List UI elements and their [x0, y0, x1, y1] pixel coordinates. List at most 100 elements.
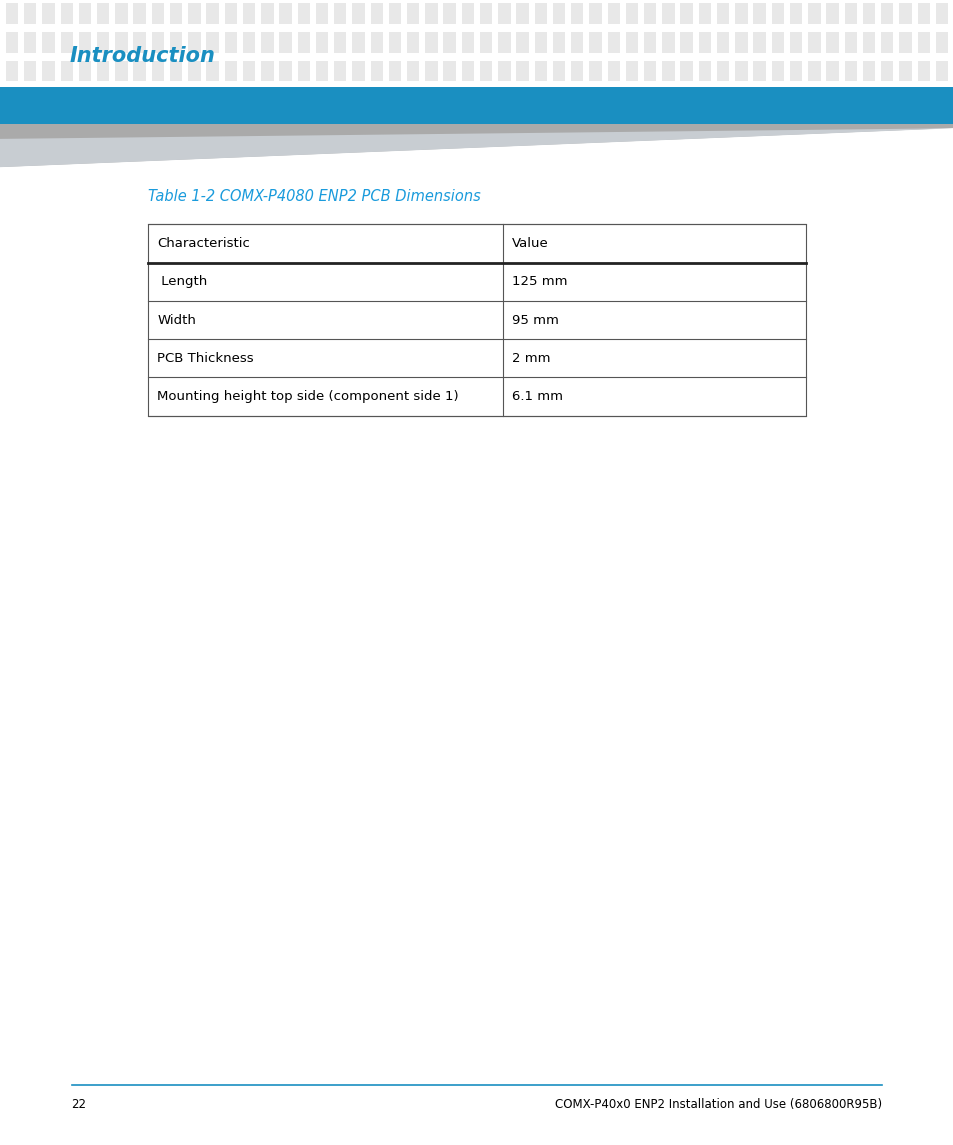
- Bar: [188, 32, 200, 53]
- Bar: [148, 224, 805, 416]
- Bar: [243, 61, 255, 81]
- Text: 125 mm: 125 mm: [512, 275, 567, 289]
- Bar: [479, 32, 492, 53]
- Bar: [935, 61, 947, 81]
- Text: Introduction: Introduction: [70, 46, 215, 66]
- Bar: [133, 32, 146, 53]
- Bar: [717, 3, 729, 24]
- Bar: [261, 61, 274, 81]
- Polygon shape: [0, 124, 953, 167]
- Bar: [407, 3, 419, 24]
- Bar: [899, 61, 911, 81]
- Bar: [79, 32, 91, 53]
- Bar: [388, 61, 400, 81]
- Bar: [60, 32, 72, 53]
- Bar: [388, 3, 400, 24]
- Bar: [115, 32, 128, 53]
- Bar: [862, 61, 874, 81]
- Bar: [79, 3, 91, 24]
- Bar: [899, 32, 911, 53]
- Bar: [807, 3, 820, 24]
- Bar: [352, 3, 364, 24]
- Bar: [825, 3, 838, 24]
- Bar: [571, 61, 583, 81]
- Bar: [297, 3, 310, 24]
- Bar: [24, 61, 36, 81]
- Bar: [115, 3, 128, 24]
- Bar: [425, 61, 437, 81]
- Bar: [334, 61, 346, 81]
- Bar: [443, 61, 456, 81]
- Bar: [315, 61, 328, 81]
- Bar: [843, 32, 856, 53]
- Bar: [807, 32, 820, 53]
- Bar: [899, 3, 911, 24]
- Bar: [571, 3, 583, 24]
- Bar: [625, 61, 638, 81]
- Bar: [661, 3, 674, 24]
- Bar: [479, 3, 492, 24]
- Bar: [279, 3, 292, 24]
- Bar: [825, 61, 838, 81]
- Bar: [679, 32, 692, 53]
- Bar: [571, 32, 583, 53]
- Bar: [60, 3, 72, 24]
- Bar: [753, 32, 765, 53]
- Bar: [698, 61, 710, 81]
- Bar: [735, 3, 747, 24]
- Bar: [279, 32, 292, 53]
- Bar: [643, 3, 656, 24]
- Bar: [935, 3, 947, 24]
- Bar: [206, 32, 218, 53]
- Bar: [388, 32, 400, 53]
- Bar: [516, 3, 528, 24]
- Bar: [553, 32, 565, 53]
- Bar: [42, 61, 54, 81]
- Bar: [516, 61, 528, 81]
- Bar: [370, 61, 382, 81]
- Bar: [717, 61, 729, 81]
- Bar: [698, 3, 710, 24]
- Bar: [152, 32, 164, 53]
- Bar: [625, 3, 638, 24]
- Bar: [24, 32, 36, 53]
- Text: 6.1 mm: 6.1 mm: [512, 390, 562, 403]
- Bar: [935, 32, 947, 53]
- Bar: [789, 32, 801, 53]
- Bar: [315, 3, 328, 24]
- Bar: [60, 61, 72, 81]
- Bar: [6, 32, 18, 53]
- Bar: [862, 3, 874, 24]
- Bar: [133, 61, 146, 81]
- Bar: [243, 32, 255, 53]
- Bar: [188, 3, 200, 24]
- Bar: [206, 3, 218, 24]
- Bar: [97, 32, 110, 53]
- Bar: [661, 61, 674, 81]
- Bar: [881, 3, 893, 24]
- Bar: [443, 3, 456, 24]
- Bar: [753, 61, 765, 81]
- Bar: [152, 61, 164, 81]
- Bar: [917, 61, 929, 81]
- Bar: [553, 3, 565, 24]
- Bar: [661, 32, 674, 53]
- Bar: [589, 32, 601, 53]
- Bar: [224, 3, 236, 24]
- Bar: [352, 32, 364, 53]
- Bar: [717, 32, 729, 53]
- Polygon shape: [0, 128, 953, 167]
- Bar: [589, 61, 601, 81]
- Bar: [315, 32, 328, 53]
- Bar: [425, 32, 437, 53]
- Bar: [643, 61, 656, 81]
- Text: Length: Length: [157, 275, 208, 289]
- Bar: [461, 61, 474, 81]
- Bar: [261, 3, 274, 24]
- Bar: [789, 3, 801, 24]
- Bar: [607, 32, 619, 53]
- Bar: [352, 61, 364, 81]
- Bar: [807, 61, 820, 81]
- Bar: [607, 3, 619, 24]
- Bar: [133, 3, 146, 24]
